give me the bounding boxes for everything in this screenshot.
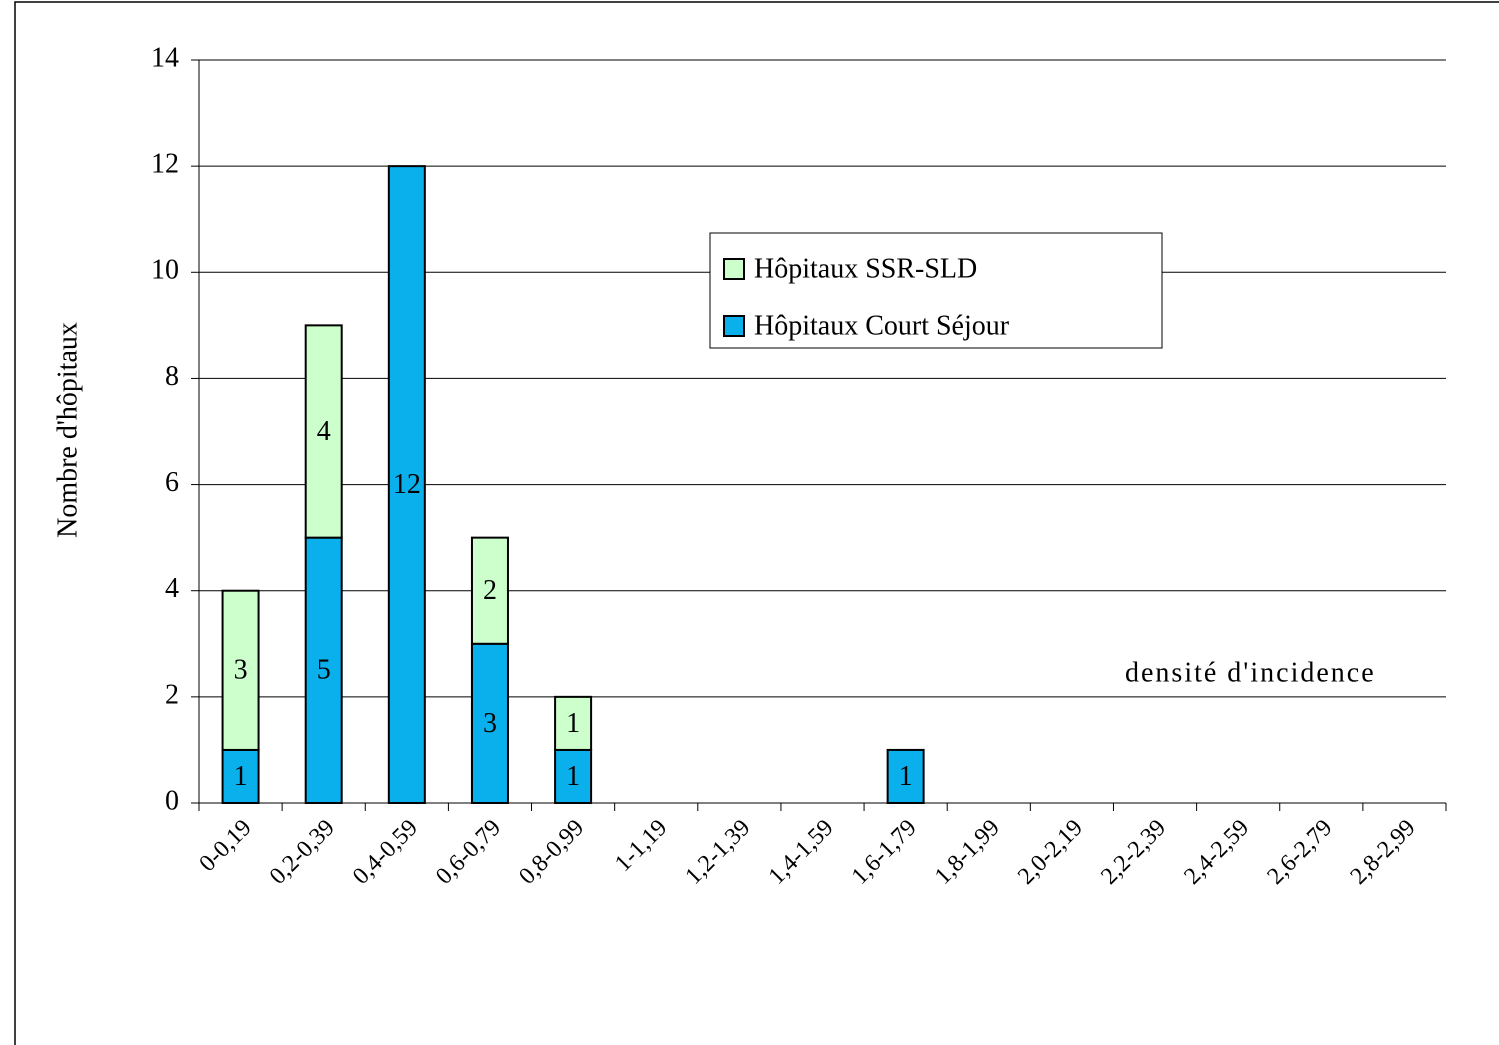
y-tick-label: 8 xyxy=(165,361,179,392)
data-label: 3 xyxy=(234,655,248,686)
legend-box xyxy=(709,232,1163,349)
bar-segment xyxy=(304,536,343,805)
x-tick-label: 1,6-1,79 xyxy=(847,815,922,890)
y-tick-label: 4 xyxy=(165,573,179,604)
x-tick-label: 1-1,19 xyxy=(610,815,672,877)
bar-segment xyxy=(221,589,260,751)
x-tick-label: 2,4-2,59 xyxy=(1179,815,1254,890)
legend-swatch xyxy=(723,258,745,280)
data-label: 12 xyxy=(393,469,421,500)
y-tick-label: 10 xyxy=(151,255,179,286)
legend-label: Hôpitaux Court Séjour xyxy=(754,310,1010,341)
bar-segment xyxy=(304,324,343,539)
y-tick-label: 14 xyxy=(151,42,179,73)
x-tick-label: 1,8-1,99 xyxy=(930,815,1005,890)
data-label: 2 xyxy=(483,575,497,606)
bar-segment xyxy=(387,165,426,804)
x-tick-label: 1,2-1,39 xyxy=(681,815,756,890)
y-tick-label: 0 xyxy=(165,785,179,816)
data-label: 4 xyxy=(317,416,331,447)
y-axis-label: Nombre d'hôpitaux xyxy=(52,322,83,538)
data-label: 5 xyxy=(317,655,331,686)
data-label: 3 xyxy=(483,708,497,739)
x-tick-label: 0,6-0,79 xyxy=(431,815,506,890)
x-tick-label: 2,0-2,19 xyxy=(1013,815,1088,890)
data-label: 1 xyxy=(899,761,913,792)
annotation: densité d'incidence xyxy=(1125,657,1376,688)
chart-border xyxy=(14,1,1499,1045)
legend-label: Hôpitaux SSR-SLD xyxy=(754,253,977,284)
data-label: 1 xyxy=(566,708,580,739)
bar-segment xyxy=(470,536,509,645)
data-label: 1 xyxy=(234,761,248,792)
x-tick-label: 0,2-0,39 xyxy=(265,815,340,890)
bar-segment xyxy=(886,748,925,805)
x-tick-label: 0,4-0,59 xyxy=(348,815,423,890)
data-label: 1 xyxy=(566,761,580,792)
legend-swatch xyxy=(723,315,745,337)
y-tick-label: 2 xyxy=(165,679,179,710)
x-tick-label: 2,8-2,99 xyxy=(1346,815,1421,890)
x-tick-label: 0-0,19 xyxy=(194,815,256,877)
bar-segment xyxy=(470,642,509,804)
y-tick-label: 6 xyxy=(165,467,179,498)
x-tick-label: 1,4-1,59 xyxy=(764,815,839,890)
bar-segment xyxy=(554,695,593,751)
y-tick-label: 12 xyxy=(151,149,179,180)
x-tick-label: 2,2-2,39 xyxy=(1096,815,1171,890)
x-tick-label: 2,6-2,79 xyxy=(1262,815,1337,890)
x-tick-label: 0,8-0,99 xyxy=(514,815,589,890)
